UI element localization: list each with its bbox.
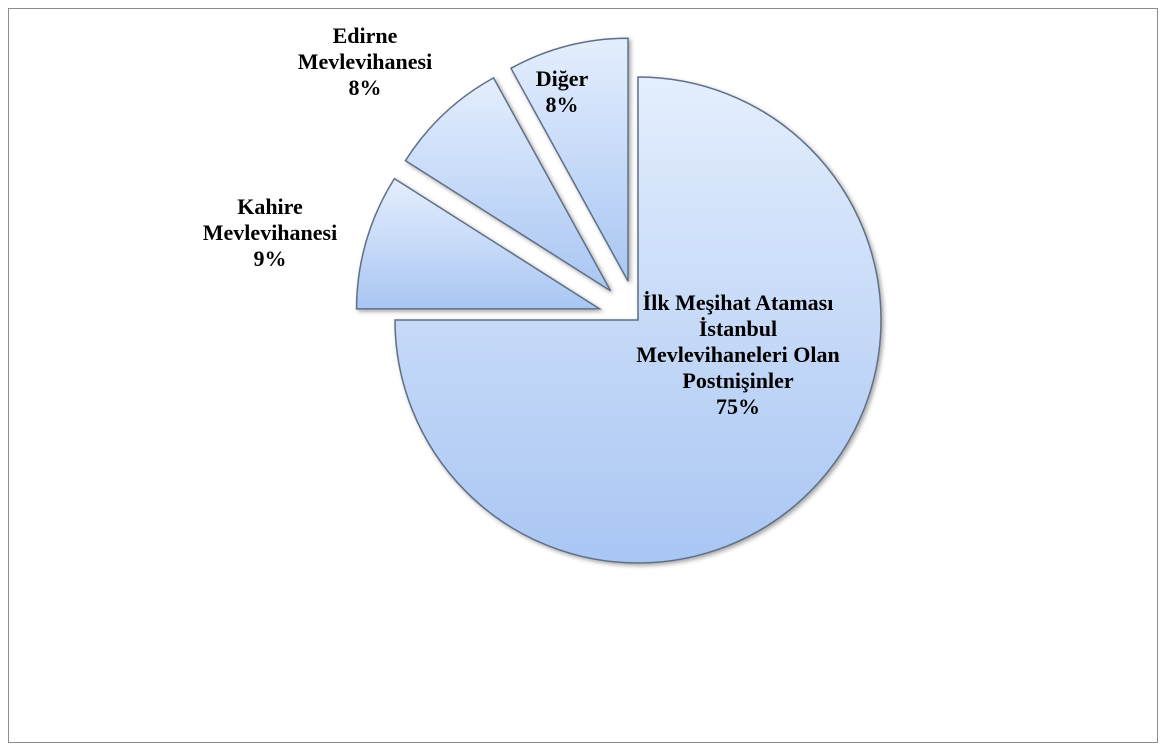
pie-slice [404, 76, 612, 292]
category-label: Edirne Mevlevihanesi [297, 23, 433, 74]
pie-slice [509, 37, 629, 282]
data-label: Edirne Mevlevihanesi 8% [273, 23, 458, 101]
value-label: 9% [253, 246, 287, 271]
data-label: Diğer 8% [522, 66, 602, 118]
category-label: Diğer [535, 66, 589, 91]
value-label: 8% [348, 75, 382, 100]
data-label: Kahire Mevlevihanesi 9% [178, 194, 363, 272]
pie-slice [355, 177, 603, 310]
category-label: İlk Meşihat Ataması İstanbul Mevlevihane… [636, 290, 840, 393]
data-label: İlk Meşihat Ataması İstanbul Mevlevihane… [628, 290, 848, 420]
chart-frame [8, 8, 1158, 743]
value-label: 8% [545, 92, 579, 117]
value-label: 75% [716, 394, 760, 419]
pie-slice [394, 76, 882, 564]
category-label: Kahire Mevlevihanesi [202, 194, 338, 245]
